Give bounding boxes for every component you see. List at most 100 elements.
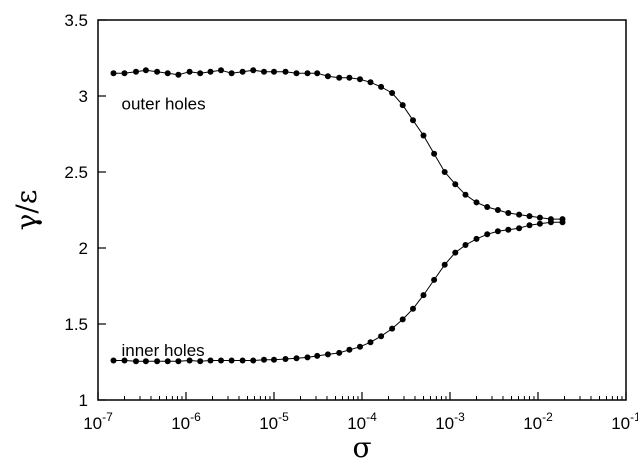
series-2-point [505,226,512,233]
series-1-point [367,79,374,86]
series-1-point [133,68,139,75]
series-2-point [431,276,438,283]
series-1-point [164,70,171,77]
series-1-point [218,67,224,74]
series-2-point [516,225,523,232]
series-1-point [304,70,311,77]
y-tick-label: 3.5 [64,11,88,30]
series-1-point [110,70,117,77]
annotation-label: outer holes [121,95,205,114]
series-1-point [175,71,182,78]
series-1-point [121,70,128,77]
series-2-point [441,261,448,268]
series-2-point [346,346,353,353]
series-2-point [239,357,246,364]
series-2-point [207,357,214,364]
series-1-point [186,68,193,75]
series-2-point [293,355,300,362]
series-2-point [378,333,385,340]
series-2-point [452,249,459,256]
series-1-point [452,181,459,188]
series-2-point [420,292,427,299]
series-2-point [484,231,491,238]
series-2-point [473,235,480,242]
series-2-point [462,242,469,248]
series-2-point [133,358,139,365]
series-2-point [121,357,128,364]
series-2-point [250,357,257,364]
y-tick-label: 2.5 [64,163,88,182]
series-1-point [473,199,480,206]
series-1-point [441,169,448,175]
series-1-point [494,207,501,213]
series-1-point [346,74,353,81]
series-1-point [250,67,257,74]
series-1-point [536,214,543,221]
series-2-point [186,357,193,364]
y-tick-label: 3 [79,87,88,106]
series-1-point [462,191,469,198]
series-1-point [293,70,300,77]
series-2-point [228,357,235,364]
x-tick-label: 10-4 [347,410,377,433]
series-2-point [197,358,204,365]
y-axis-ticks: 1 1.5 2 2.5 3 3.5 [64,11,106,410]
series-2-point [175,358,182,365]
x-tick-label: 10-6 [171,410,201,433]
series-1-point [314,70,321,77]
y-tick-label: 1 [79,391,88,410]
series-1-point [239,68,246,75]
series-1-point [357,76,363,83]
series-2-point [336,349,343,356]
y-axis-title: γ/ε [10,190,43,231]
series-2-point [271,356,277,363]
series-2-point [142,358,149,365]
series-1-point [336,74,343,81]
series-2-point [389,325,396,332]
series-2-point [304,354,311,361]
series-2-point [164,358,171,365]
series-layer [110,67,566,365]
series-2-point [324,351,331,358]
series-2-point [536,220,543,227]
series-1-line [113,69,563,220]
series-1-point [261,68,267,75]
series-1-point [271,68,277,75]
series-1-point [420,132,427,139]
y-tick-label: 2 [79,239,88,258]
x-axis-title: σ [352,431,371,464]
x-tick-label: 10-2 [523,410,553,433]
series-1-point [399,102,406,109]
series-1-point [324,73,331,80]
series-1-point [505,210,512,216]
series-2-point [110,357,117,364]
series-1-point [228,70,235,77]
annotation-label: inner holes [121,341,204,360]
series-2-point [357,343,363,350]
series-2-point [559,219,566,226]
series-2-point [154,358,161,365]
series-1-point [197,70,204,77]
x-tick-label: 10-5 [259,410,289,433]
series-1-point [484,204,491,210]
annotations: outer holes inner holes [121,95,205,360]
series-1-point [207,68,214,75]
series-2-point [410,305,416,312]
series-2-point [526,222,533,229]
series-2-point [218,357,224,364]
series-2-point [494,228,501,235]
series-1-point [378,83,385,90]
series-1-point [431,150,438,157]
plot-frame [97,19,627,401]
y-tick-label: 1.5 [64,315,88,334]
series-1-point [142,67,149,74]
series-1-point [516,211,523,218]
series-2-point [282,356,289,362]
series-1-point [282,68,289,75]
x-tick-label: 10-7 [83,410,113,433]
series-1-point [389,90,396,96]
x-tick-label: 10-1 [611,410,638,433]
series-1-point [410,117,416,124]
series-2-point [261,356,267,363]
